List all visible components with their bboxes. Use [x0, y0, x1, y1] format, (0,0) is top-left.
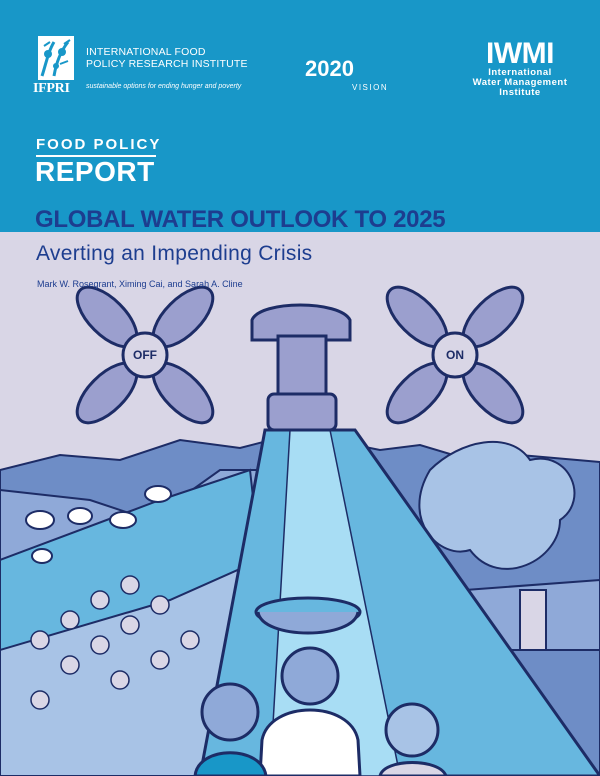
boy-figure — [193, 682, 268, 776]
vision-2020-logo: 2020 VISION — [305, 56, 388, 92]
header-band — [0, 0, 600, 232]
iwmi-line3: Institute — [499, 87, 541, 98]
vision-year: 2020 — [305, 56, 354, 81]
ifpri-name-line1: INTERNATIONAL FOOD — [86, 46, 206, 58]
iwmi-logo: IWMI International Water Management Inst… — [470, 37, 570, 98]
ifpri-name: INTERNATIONAL FOOD POLICY RESEARCH INSTI… — [86, 46, 248, 70]
iwmi-line1: International — [488, 67, 552, 78]
faucet-icon — [250, 303, 352, 432]
valve-on-label: ON — [446, 348, 464, 362]
valve-off-icon: OFF — [75, 285, 215, 425]
ifpri-acronym: IFPRI — [33, 81, 70, 96]
iwmi-acronym: IWMI — [486, 37, 554, 70]
sheep-group — [25, 485, 172, 564]
series-label: FOOD POLICY — [36, 136, 162, 153]
ifpri-tagline: sustainable options for ending hunger an… — [86, 83, 242, 90]
iwmi-line2: Water Management — [472, 77, 568, 88]
valve-off-label: OFF — [133, 348, 157, 362]
valve-on-icon: ON — [385, 285, 525, 425]
report-authors: Mark W. Rosegrant, Ximing Cai, and Sarah… — [37, 279, 243, 289]
vision-word: VISION — [352, 83, 388, 92]
tree-canopy — [418, 440, 576, 570]
report-title: GLOBAL WATER OUTLOOK TO 2025 — [35, 206, 446, 233]
series-divider — [36, 155, 156, 157]
report-subtitle: Averting an Impending Crisis — [36, 242, 313, 265]
ifpri-name-line2: POLICY RESEARCH INSTITUTE — [86, 58, 248, 70]
woman-with-basin — [254, 596, 362, 776]
girl-figure — [378, 702, 448, 776]
ifpri-logo-icon — [38, 36, 74, 80]
series-type: REPORT — [35, 156, 155, 187]
crop-rows — [30, 575, 200, 710]
